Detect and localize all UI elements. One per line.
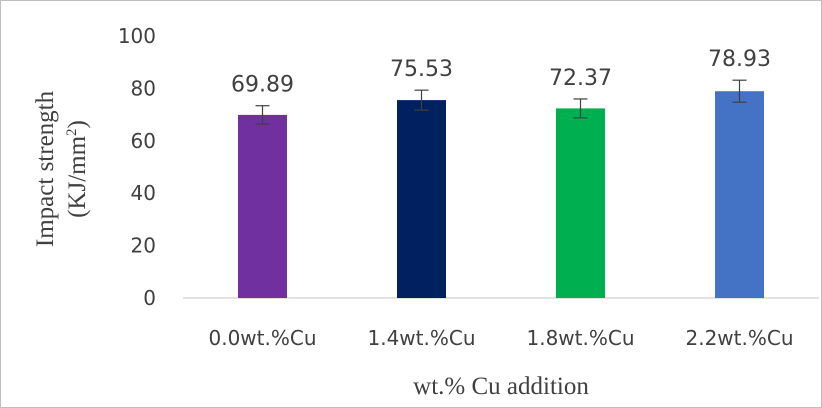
- y-tick-label: 100: [118, 24, 156, 48]
- x-axis-title: wt.% Cu addition: [413, 373, 589, 400]
- y-tick-label: 60: [131, 129, 156, 153]
- y-axis-title-superscript: 2: [64, 128, 80, 136]
- y-tick-label: 40: [131, 181, 156, 205]
- error-bar: [573, 98, 588, 119]
- error-bar: [732, 79, 747, 103]
- data-label: 72.37: [549, 66, 612, 91]
- y-tick-label: 80: [131, 76, 156, 100]
- y-axis-title-line1: Impact strength: [32, 90, 59, 247]
- x-tick-label: 1.4wt.%Cu: [367, 326, 475, 350]
- bar: [715, 91, 764, 298]
- error-bar: [255, 105, 270, 125]
- y-axis-title-close: ): [64, 120, 91, 128]
- bar: [556, 108, 605, 299]
- bar: [238, 114, 287, 298]
- data-label: 75.53: [390, 57, 453, 82]
- bars: 69.89 75.53 72.37 78.93: [231, 47, 771, 299]
- y-axis-ticks: 0 20 40 60 80 100: [118, 24, 156, 310]
- bar: [397, 100, 446, 299]
- x-tick-label: 0.0wt.%Cu: [208, 326, 316, 350]
- y-axis-title-unit: (KJ/mm: [64, 135, 91, 218]
- error-bar: [414, 89, 429, 111]
- x-axis-ticks: 0.0wt.%Cu 1.4wt.%Cu 1.8wt.%Cu 2.2wt.%Cu: [208, 326, 793, 350]
- y-axis-title-line2: (KJ/mm2): [64, 120, 91, 218]
- data-label: 78.93: [708, 47, 771, 72]
- y-tick-label: 20: [131, 234, 156, 258]
- y-tick-label: 0: [143, 286, 156, 310]
- x-tick-label: 2.2wt.%Cu: [685, 326, 793, 350]
- x-tick-label: 1.8wt.%Cu: [526, 326, 634, 350]
- data-label: 69.89: [231, 73, 294, 98]
